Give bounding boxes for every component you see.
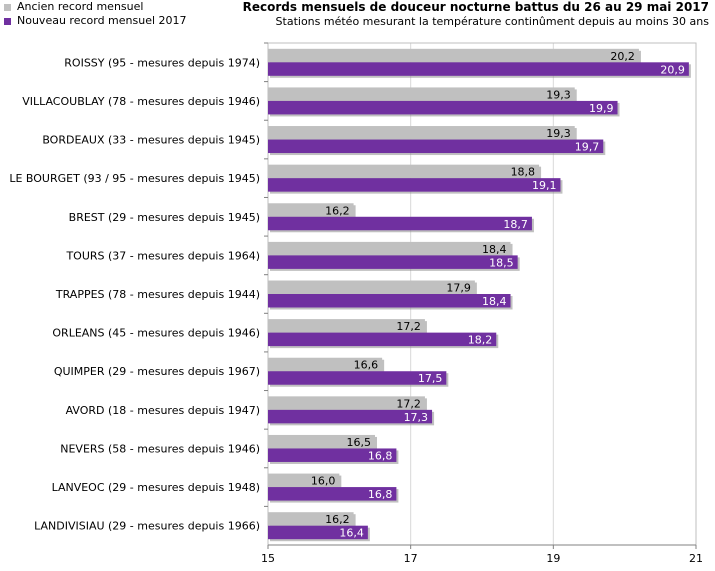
data-label-old-record: 17,2 [396,397,421,410]
data-label-old-record: 18,4 [482,243,507,256]
bar-new-record [268,216,532,231]
chart-title: Records mensuels de douceur nocturne bat… [242,0,709,14]
bar-new-record [268,294,511,308]
category-label: ORLEANS (45 - mesures depuis 1946) [52,327,260,340]
data-label-new-record: 18,4 [482,295,507,308]
data-label-old-record: 16,5 [347,436,372,449]
legend-label-new-record: Nouveau record mensuel 2017 [17,14,187,27]
data-label-new-record: 18,2 [468,334,493,347]
data-label-new-record: 16,8 [368,449,393,462]
legend-item-old-record: Ancien record mensuel [4,0,187,14]
category-label: NEVERS (58 - mesures depuis 1946) [60,442,260,455]
chart-subtitle: Stations météo mesurant la température c… [275,15,709,28]
data-label-old-record: 17,2 [396,320,421,333]
data-label-old-record: 16,6 [354,359,379,372]
legend-item-new-record: Nouveau record mensuel 2017 [4,14,187,28]
bar-old-record [268,203,354,217]
bar-old-record [268,126,575,140]
data-label-old-record: 16,0 [311,475,336,488]
bar-old-record [268,434,375,449]
data-label-old-record: 16,2 [325,513,350,526]
category-label: TRAPPES (78 - mesures depuis 1944) [55,288,260,301]
data-label-new-record: 19,1 [532,179,557,192]
bar-old-record [268,357,383,372]
bar-old-record [268,48,639,63]
bar-new-record [268,255,518,269]
bar-new-record [268,525,368,540]
data-label-old-record: 20,2 [610,50,635,63]
bar-new-record [268,332,497,347]
data-label-old-record: 17,9 [446,282,471,295]
data-label-new-record: 19,9 [589,102,614,115]
x-tick-label: 17 [404,552,418,565]
category-label: VILLACOUBLAY (78 - mesures depuis 1946) [22,95,260,108]
data-label-new-record: 20,9 [660,63,685,76]
data-label-old-record: 19,3 [546,127,571,140]
data-label-new-record: 17,5 [418,372,443,385]
bar-old-record [268,512,354,526]
category-label: AVORD (18 - mesures depuis 1947) [66,404,260,417]
chart-titles: Records mensuels de douceur nocturne bat… [243,0,709,29]
data-label-old-record: 16,2 [325,204,350,217]
data-label-new-record: 19,7 [575,141,600,154]
category-label: TOURS (37 - mesures depuis 1964) [65,249,260,262]
bar-new-record [268,409,433,424]
bar-old-record [268,87,575,101]
x-tick-label: 15 [261,552,275,565]
bar-old-record [268,319,425,333]
bar-new-record [268,100,618,115]
data-label-old-record: 18,8 [511,166,536,179]
legend-label-old-record: Ancien record mensuel [17,0,144,13]
x-tick-label: 19 [546,552,560,565]
data-label-new-record: 16,4 [339,527,364,540]
category-label: LE BOURGET (93 / 95 - mesures depuis 194… [9,172,260,185]
legend: Ancien record mensuel Nouveau record men… [4,0,187,28]
data-label-new-record: 18,7 [503,218,528,231]
bar-old-record [268,280,475,294]
bar-new-record [268,487,397,501]
legend-swatch-old-record [4,3,11,11]
bar-old-record [268,473,340,488]
bar-new-record [268,178,561,192]
legend-swatch-new-record [4,17,11,25]
data-label-new-record: 18,5 [489,256,514,269]
category-label: QUIMPER (29 - mesures depuis 1967) [54,365,260,378]
category-label: BORDEAUX (33 - mesures depuis 1945) [42,134,260,147]
bar-new-record [268,62,689,76]
category-label: ROISSY (95 - mesures depuis 1974) [64,56,260,69]
data-label-new-record: 17,3 [404,411,429,424]
data-label-old-record: 19,3 [546,88,571,101]
data-label-new-record: 16,8 [368,488,393,501]
category-label: BREST (29 - mesures depuis 1945) [69,211,260,224]
bar-old-record [268,164,540,179]
bar-old-record [268,396,425,410]
bar-new-record [268,448,397,462]
bar-old-record [268,241,511,256]
x-tick-label: 21 [689,552,703,565]
bar-new-record [268,139,604,154]
bar-new-record [268,371,447,385]
category-label: LANDIVISIAU (29 - mesures depuis 1966) [34,520,260,533]
category-label: LANVEOC (29 - mesures depuis 1948) [52,481,260,494]
